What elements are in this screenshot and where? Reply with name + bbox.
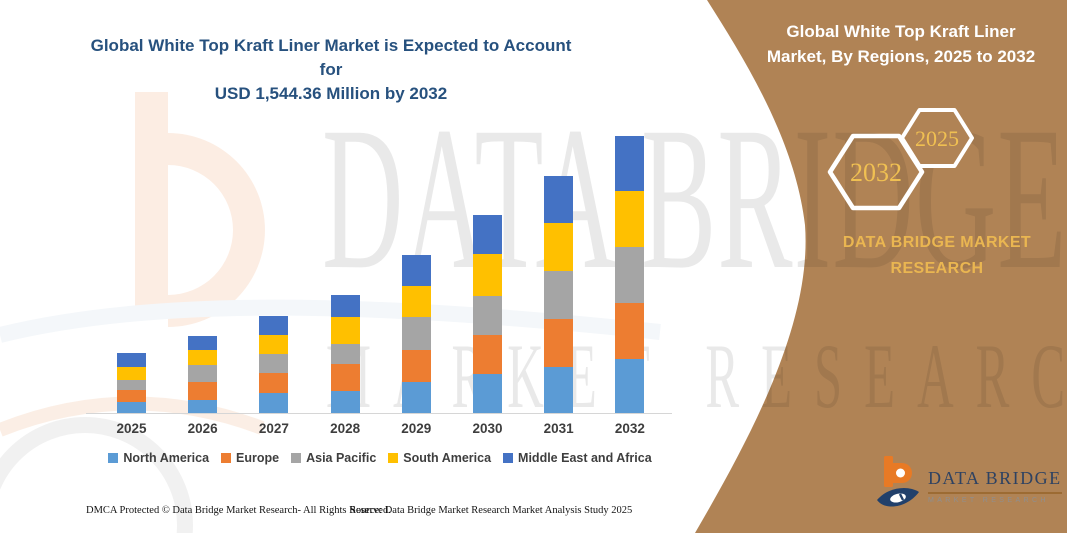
bar-2028 (330, 294, 360, 413)
x-axis-label-2028: 2028 (330, 421, 361, 436)
bar-segment-2025 (117, 379, 146, 390)
bar-segment-2030 (473, 214, 502, 254)
bar-2032 (615, 136, 645, 413)
legend-label: Asia Pacific (306, 451, 377, 465)
right-panel-heading: Global White Top Kraft Liner Market, By … (749, 20, 1053, 69)
bar-segment-2028 (330, 391, 360, 413)
bar-segment-2031 (544, 318, 574, 368)
x-axis-label-2025: 2025 (116, 421, 147, 436)
bar-segment-2028 (330, 294, 360, 318)
legend-swatch (221, 453, 232, 463)
bar-segment-2032 (615, 358, 645, 413)
bar-segment-2029 (401, 350, 431, 383)
bar-segment-2031 (544, 270, 574, 319)
legend-item: Middle East and Africa (503, 451, 652, 465)
legend-swatch (388, 453, 399, 463)
logo-b-icon (877, 456, 919, 507)
legend-swatch (108, 453, 119, 463)
right-panel-heading-line2: Market, By Regions, 2025 to 2032 (766, 46, 1036, 66)
legend-item: Europe (221, 451, 279, 465)
bar-segment-2030 (473, 335, 502, 374)
bar-segment-2026 (188, 365, 218, 382)
bar-segment-2025 (117, 366, 146, 380)
bar-segment-2032 (615, 191, 645, 247)
bar-segment-2027 (259, 315, 289, 336)
bar-segment-2027 (259, 372, 289, 393)
bar-segment-2026 (188, 350, 218, 366)
data-bridge-logo: DATA BRIDGE MARKET RESEARCH (876, 456, 1062, 512)
bar-segment-2030 (473, 253, 502, 296)
legend-label: Europe (236, 451, 280, 465)
brand-wordmark-line2: RESEARCH (890, 260, 984, 278)
legend-label: Middle East and Africa (518, 451, 652, 465)
x-axis-line (86, 413, 672, 414)
x-axis-label-2026: 2026 (187, 421, 218, 436)
bar-segment-2029 (401, 254, 431, 287)
bar-segment-2030 (473, 295, 502, 336)
bar-2030 (473, 214, 502, 413)
logo-subtitle: MARKET RESEARCH (928, 497, 1049, 504)
legend-item: South America (388, 451, 491, 465)
bar-segment-2030 (473, 373, 502, 413)
bar-segment-2032 (615, 246, 645, 303)
bar-segment-2031 (544, 223, 574, 271)
bar-segment-2027 (259, 354, 289, 373)
brand-wordmark: DATA BRIDGE MARKET RESEARCH (782, 230, 1067, 283)
legend-item: North America (108, 451, 209, 465)
bar-2025 (117, 353, 146, 413)
legend-item: Asia Pacific (291, 451, 376, 465)
x-axis-label-2032: 2032 (614, 421, 645, 436)
chart-legend: North America Europe Asia Pacific South Ame… (88, 451, 672, 465)
bar-segment-2025 (117, 401, 146, 413)
legend-label: South America (403, 451, 492, 465)
x-axis-label-2031: 2031 (543, 421, 574, 436)
bar-segment-2028 (330, 364, 360, 392)
bar-2029 (401, 254, 431, 413)
bar-segment-2025 (117, 389, 146, 402)
legend-swatch (291, 453, 302, 463)
bar-2031 (544, 175, 574, 413)
right-panel-heading-line1: Global White Top Kraft Liner (786, 22, 1016, 41)
x-axis-label-2027: 2027 (258, 421, 289, 436)
page-title-line1: Global White Top Kraft Liner Market is E… (90, 36, 572, 80)
bar-segment-2027 (259, 335, 289, 355)
footer-dmca: DMCA Protected © Data Bridge Market Rese… (86, 505, 391, 516)
brand-wordmark-line1: DATA BRIDGE MARKET (842, 234, 1032, 251)
bar-2026 (188, 335, 218, 413)
bar-segment-2029 (401, 317, 431, 351)
bar-segment-2031 (544, 175, 574, 224)
x-axis-label-2030: 2030 (472, 421, 503, 436)
bar-segment-2026 (188, 381, 218, 401)
page-title-line2: USD 1,544.36 Million by 2032 (214, 84, 448, 104)
x-axis-labels: 2025 2026 2027 2028 2029 2030 2031 2032 (88, 421, 672, 441)
bar-segment-2025 (117, 353, 146, 367)
bar-segment-2031 (544, 367, 574, 413)
watermark-text-line2: MARKET RESEARCH (326, 325, 1067, 427)
page-title: Global White Top Kraft Liner Market is E… (88, 34, 574, 106)
bar-segment-2032 (615, 136, 645, 192)
legend-label: North America (123, 451, 210, 465)
logo-name: DATA BRIDGE (928, 468, 1062, 494)
legend-swatch (503, 453, 514, 463)
bar-segment-2029 (401, 286, 431, 318)
bar-segment-2026 (188, 400, 218, 413)
plot-area (88, 0, 672, 413)
bar-segment-2028 (330, 344, 360, 365)
b-logo-watermark (0, 92, 265, 437)
bar-segment-2027 (259, 392, 289, 413)
bar-2027 (259, 315, 289, 413)
bar-segment-2029 (401, 382, 431, 413)
faint-circle-watermark (0, 417, 193, 533)
wave-watermark (0, 299, 661, 343)
brown-panel (695, 0, 1067, 533)
footer-source: Source: Data Bridge Market Research Mark… (350, 505, 633, 516)
bar-segment-2026 (188, 335, 218, 351)
bar-segment-2032 (615, 302, 645, 359)
stacked-bar-chart: 2025 2026 2027 2028 2029 2030 2031 2032 North A… (86, 0, 672, 480)
bar-segment-2028 (330, 317, 360, 345)
x-axis-label-2029: 2029 (401, 421, 432, 436)
